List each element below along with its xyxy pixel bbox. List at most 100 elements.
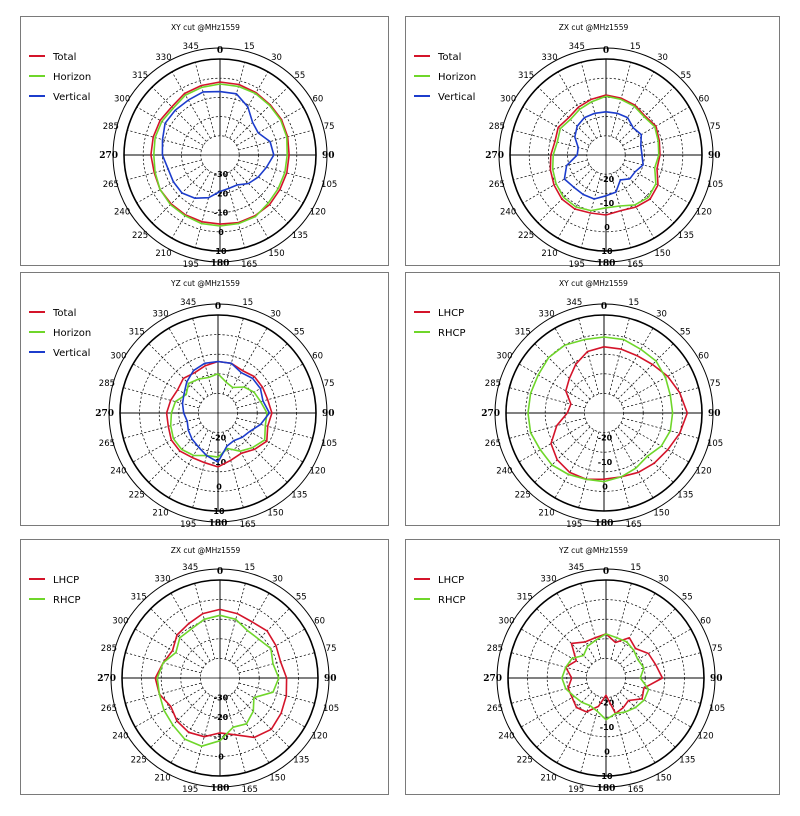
angle-tick-label: 315 xyxy=(132,71,148,81)
grid-spoke xyxy=(222,431,244,508)
grid-spoke xyxy=(148,343,205,400)
angle-tick-label: 0 xyxy=(603,567,609,577)
grid-spoke xyxy=(580,696,602,773)
grid-spoke xyxy=(170,694,211,764)
angle-tick-label: 195 xyxy=(566,520,582,530)
grid-spoke xyxy=(617,426,674,483)
angle-tick-label: 55 xyxy=(296,593,307,603)
grid-spoke xyxy=(134,628,204,669)
angle-tick-label: 120 xyxy=(696,208,712,218)
radial-tick-label: 10 xyxy=(213,507,225,516)
grid-spoke xyxy=(229,71,269,139)
angle-tick-label: 240 xyxy=(500,208,516,218)
angle-tick-label: 75 xyxy=(324,122,335,132)
angle-tick-label: 180 xyxy=(595,519,614,529)
label-ring xyxy=(494,303,714,523)
grid-spoke xyxy=(236,417,313,439)
angle-tick-label: 210 xyxy=(152,509,168,519)
angle-tick-label: 60 xyxy=(312,95,323,105)
radial-tick-label: -10 xyxy=(214,209,229,218)
angle-tick-label: 135 xyxy=(677,490,693,500)
grid-spoke xyxy=(556,592,597,662)
angle-tick-label: 345 xyxy=(568,563,584,573)
radial-tick-label: -20 xyxy=(600,699,615,708)
grid-spoke xyxy=(171,171,211,239)
grid-spoke xyxy=(236,687,306,728)
legend-label: RHCP xyxy=(438,328,465,339)
angle-tick-label: 330 xyxy=(538,309,554,319)
grid-spoke xyxy=(620,363,690,404)
chart-panel-1: XY cut @MHz1559 0 15 30 55 60 75 90 105 120 135 150… xyxy=(20,16,389,270)
angle-tick-label: 225 xyxy=(129,490,145,500)
grid-spoke xyxy=(151,168,207,224)
grid-spoke xyxy=(608,318,630,395)
angle-tick-label: 265 xyxy=(485,439,501,449)
angle-tick-label: 195 xyxy=(183,260,199,270)
angle-tick-label: 105 xyxy=(321,180,337,190)
label-ring xyxy=(108,303,328,523)
angle-tick-label: 180 xyxy=(597,259,616,269)
grid-spoke xyxy=(151,86,207,142)
grid-spoke xyxy=(624,159,699,181)
angle-tick-label: 150 xyxy=(268,249,284,259)
chart-title: YZ cut @MHz1559 xyxy=(558,546,628,555)
series-line-lhcp xyxy=(550,346,689,481)
series-line-rhcp xyxy=(156,614,280,747)
angle-tick-label: 270 xyxy=(97,674,116,684)
angle-tick-label: 120 xyxy=(697,732,713,742)
angle-tick-label: 30 xyxy=(271,53,282,63)
legend-label: Vertical xyxy=(53,92,90,103)
polar-chart-xy-cut-cp: XY cut @MHz1559 0 15 30 55 60 75 90 105 120 135 150… xyxy=(414,279,723,530)
angle-tick-label: 285 xyxy=(487,644,503,654)
legend-label: LHCP xyxy=(53,575,79,586)
grid-spoke xyxy=(150,691,207,748)
grid-spoke xyxy=(608,431,630,508)
radial-tick-label: -20 xyxy=(600,175,615,184)
angle-tick-label: 165 xyxy=(628,785,644,795)
angle-tick-label: 150 xyxy=(267,509,283,519)
angle-tick-label: 225 xyxy=(518,231,534,241)
radial-tick-label: 0 xyxy=(602,483,608,492)
angle-tick-label: 330 xyxy=(154,574,170,584)
angle-tick-label: 60 xyxy=(698,95,709,105)
grid-spoke xyxy=(125,682,202,704)
angle-tick-label: 55 xyxy=(680,328,691,338)
angle-tick-label: 240 xyxy=(498,732,514,742)
series-line-horizon xyxy=(551,95,660,212)
grid-spoke xyxy=(511,652,588,674)
angle-tick-label: 210 xyxy=(540,774,556,784)
grid-spoke xyxy=(615,592,656,662)
legend-label: Vertical xyxy=(438,92,475,103)
chart-title: ZX cut @MHz1559 xyxy=(559,23,629,32)
angle-tick-label: 165 xyxy=(241,260,257,270)
angle-tick-label: 345 xyxy=(566,298,582,308)
angle-tick-label: 90 xyxy=(710,674,723,684)
radial-tick-label: 0 xyxy=(604,748,610,757)
grid-spoke xyxy=(194,583,216,660)
polar-chart-xy-cut: XY cut @MHz1559 0 15 30 55 60 75 90 105 120 135 150… xyxy=(29,23,337,270)
legend-label: LHCP xyxy=(438,575,464,586)
angle-tick-label: 165 xyxy=(627,260,643,270)
series-line-total xyxy=(165,360,273,468)
angle-tick-label: 315 xyxy=(129,328,145,338)
polar-chart-zx-cut-cp: ZX cut @MHz1559 0 15 30 55 60 75 90 105 120 135 150… xyxy=(29,546,339,795)
legend-label: Horizon xyxy=(53,72,91,83)
angle-tick-label: 60 xyxy=(700,617,711,627)
angle-tick-label: 180 xyxy=(209,519,228,529)
angle-tick-label: 225 xyxy=(515,490,531,500)
grid-spoke xyxy=(580,583,602,660)
grid-spoke xyxy=(231,426,288,483)
grid-spoke xyxy=(615,694,656,764)
label-ring xyxy=(110,568,330,788)
grid-spoke xyxy=(231,343,288,400)
angle-tick-label: 150 xyxy=(654,249,670,259)
chart-panel-2: ZX cut @MHz1559 0 15 30 55 60 75 90 105 120 135 150… xyxy=(405,16,780,270)
angle-tick-label: 165 xyxy=(242,785,258,795)
grid-spoke xyxy=(194,173,216,248)
grid-spoke xyxy=(613,327,654,397)
polar-chart-yz-cut: YZ cut @MHz1559 0 15 30 55 60 75 90 105 120 135 150… xyxy=(29,279,337,530)
angle-tick-label: 270 xyxy=(483,674,502,684)
grid-spoke xyxy=(192,318,214,395)
grid-spoke xyxy=(234,363,304,404)
grid-spoke xyxy=(233,86,289,142)
